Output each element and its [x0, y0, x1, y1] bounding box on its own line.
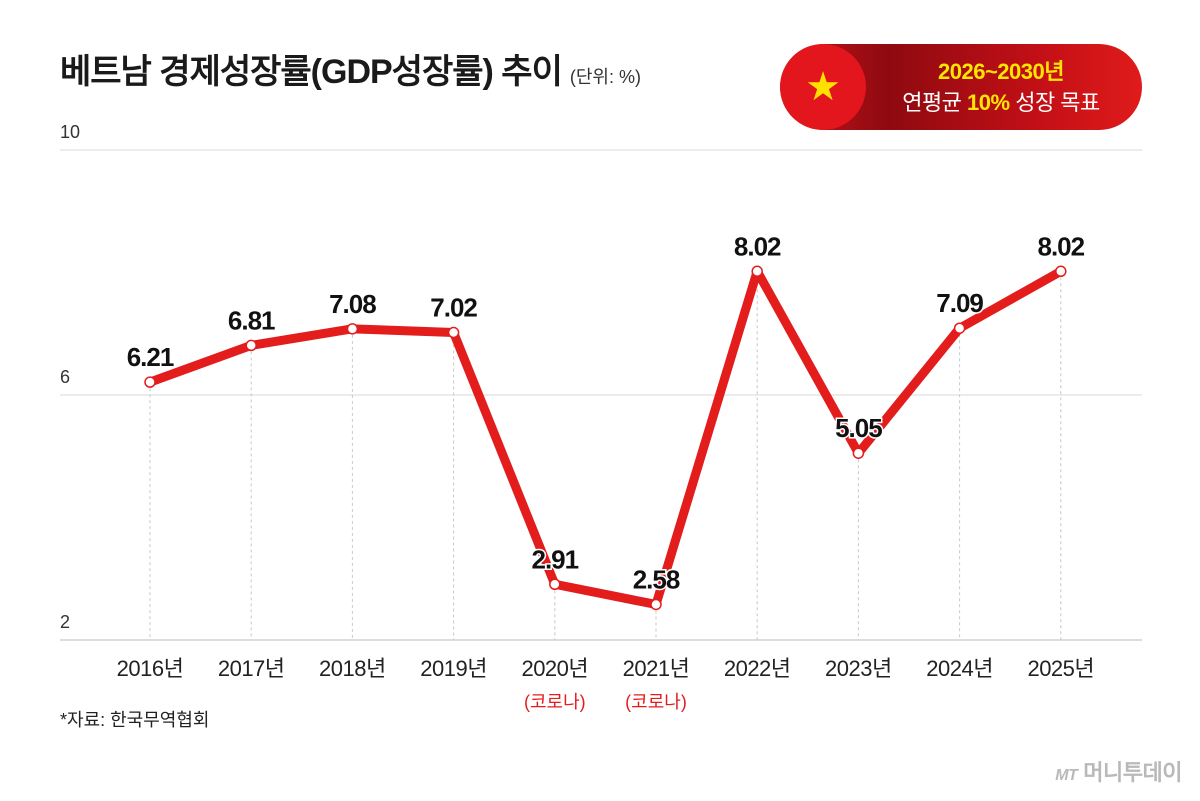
data-point	[346, 323, 359, 335]
x-tick-label: 2022년	[724, 656, 791, 681]
data-label: 2.91	[531, 544, 578, 574]
data-label: 6.81	[228, 305, 275, 335]
data-label: 2.58	[633, 564, 680, 594]
data-label: 7.08	[329, 289, 376, 319]
x-tick-label: 2020년	[521, 656, 588, 681]
data-point	[245, 339, 257, 352]
data-label: 8.02	[734, 231, 781, 261]
growth-target-banner: ★ 2026~2030년 연평균 10% 성장 목표	[780, 44, 1142, 130]
data-label: 8.02	[1037, 231, 1084, 261]
x-tick-label: 2016년	[117, 656, 184, 681]
y-tick-label: 10	[60, 122, 80, 142]
data-point	[852, 447, 865, 459]
banner-line2-pre: 연평균	[902, 90, 968, 115]
data-point	[953, 322, 966, 334]
vietnam-flag: ★	[780, 44, 866, 130]
title-text: 베트남 경제성장률(GDP성장률) 추이	[60, 53, 563, 91]
y-tick-label: 6	[60, 367, 70, 387]
x-tick-label: 2018년	[319, 656, 386, 681]
data-label: 7.09	[936, 288, 983, 318]
data-point	[549, 578, 561, 591]
series-line	[145, 266, 1066, 609]
logo-text: 머니투데이	[1083, 760, 1182, 785]
data-label: 7.02	[430, 293, 477, 323]
unit-label: (단위: %)	[569, 67, 641, 87]
x-tick-sublabel: (코로나)	[524, 692, 586, 712]
data-point	[447, 326, 460, 339]
x-tick-label: 2025년	[1027, 656, 1094, 681]
data-label: 5.05	[835, 413, 882, 443]
banner-line1: 2026~2030년	[938, 59, 1064, 84]
chart-title: 베트남 경제성장률(GDP성장률) 추이 (단위: %)	[60, 44, 641, 93]
x-tick-label: 2024년	[926, 656, 993, 681]
data-point	[650, 598, 662, 611]
data-point	[1055, 265, 1067, 278]
star-icon: ★	[805, 65, 841, 109]
banner-line2: 연평균 10% 성장 목표	[876, 87, 1126, 118]
x-tick-label: 2021년	[623, 656, 690, 681]
logo-mark: MT	[1055, 767, 1078, 784]
x-tick-label: 2017년	[218, 656, 285, 681]
x-tick-label: 2023년	[825, 656, 892, 681]
x-tick-sublabel: (코로나)	[625, 692, 687, 712]
publisher-logo: MT 머니투데이	[1055, 755, 1182, 787]
x-tick-label: 2019년	[420, 656, 487, 681]
data-label: 6.21	[127, 342, 174, 372]
banner-text: 2026~2030년 연평균 10% 성장 목표	[876, 56, 1126, 118]
data-point	[751, 265, 763, 278]
data-point	[144, 376, 156, 388]
source-note: *자료: 한국무역협회	[60, 710, 210, 730]
banner-line2-post: 성장 목표	[1009, 90, 1100, 115]
banner-line2-highlight: 10%	[967, 90, 1010, 115]
y-tick-label: 2	[60, 612, 70, 632]
